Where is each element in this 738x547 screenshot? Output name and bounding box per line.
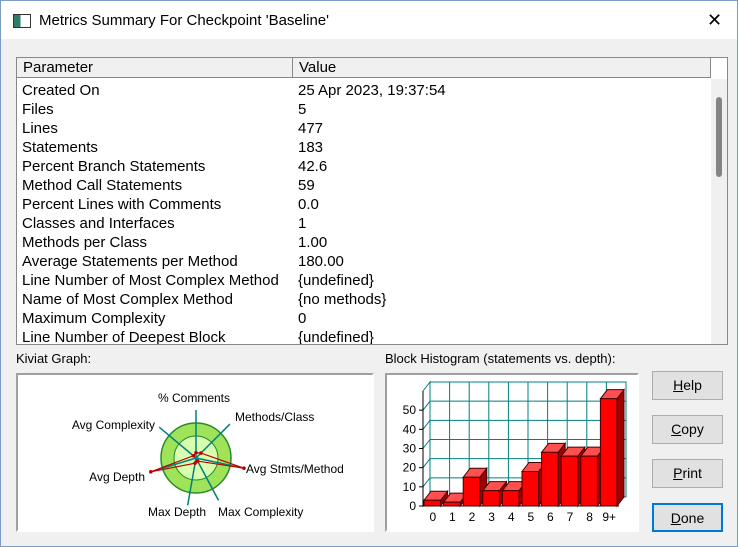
x-tick-label: 8: [586, 510, 593, 524]
grid-line: [422, 419, 626, 430]
kiviat-axis-label: Avg Stmts/Method: [246, 462, 344, 476]
parameter-cell: Methods per Class: [22, 234, 148, 251]
kiviat-spoke: [195, 457, 220, 501]
parameter-cell: Name of Most Complex Method: [22, 291, 233, 308]
y-tick-label: 50: [403, 403, 417, 417]
x-tick-label: 1: [449, 510, 456, 524]
column-header: Value: [293, 58, 711, 78]
kiviat-point: [199, 451, 203, 455]
y-tick-label: 0: [409, 499, 416, 513]
parameter-cell: Statements: [22, 139, 98, 156]
window-icon: [13, 14, 31, 28]
value-cell: {undefined}: [298, 329, 374, 345]
button-label: Done: [670, 510, 705, 526]
kiviat-point: [191, 453, 196, 458]
kiviat-label: Kiviat Graph:: [16, 351, 92, 366]
button-label: Copy: [671, 421, 704, 437]
kiviat-spoke: [158, 426, 197, 459]
dialog-button[interactable]: Done: [652, 503, 723, 532]
histogram-title: Block Histogram (statements vs. depth):: [385, 351, 616, 366]
bar: [541, 451, 559, 507]
x-tick-label: 9+: [602, 510, 616, 524]
grid-line: [422, 400, 626, 411]
value-cell: 477: [298, 120, 324, 137]
kiviat-axis-label: Max Depth: [148, 505, 206, 519]
kiviat-spoke: [186, 457, 197, 506]
bar: [423, 499, 442, 507]
bar-side: [616, 388, 625, 508]
value-cell: 1: [298, 215, 307, 232]
value-cell: 0.0: [298, 196, 319, 213]
y-tick-label: 10: [403, 480, 417, 494]
value-cell: 25 Apr 2023, 19:37:54: [298, 82, 446, 99]
kiviat-point: [149, 470, 153, 474]
button-label: Help: [673, 377, 702, 393]
parameter-cell: Files: [22, 101, 54, 118]
column-header: Parameter: [17, 58, 293, 78]
kiviat-axis-label: % Comments: [158, 391, 230, 405]
x-tick-label: 6: [547, 510, 554, 524]
kiviat-axis-label: Max Complexity: [218, 505, 303, 519]
parameter-cell: Percent Lines with Comments: [22, 196, 222, 213]
parameter-cell: Maximum Complexity: [22, 310, 166, 327]
kiviat-point: [194, 450, 198, 455]
value-cell: 0: [298, 310, 307, 327]
metrics-table: Parameter Value Created On 25 Apr 2023, 19:…: [16, 57, 728, 345]
dialog-button[interactable]: Copy: [652, 415, 723, 444]
scroll-thumb[interactable]: [716, 97, 722, 177]
y-tick-label: 30: [403, 442, 417, 456]
value-cell: {no methods}: [298, 291, 387, 308]
x-tick-label: 3: [488, 510, 495, 524]
x-tick-label: 0: [429, 510, 436, 524]
x-tick-label: 7: [567, 510, 574, 524]
kiviat-point: [193, 461, 197, 465]
parameter-cell: Created On: [22, 82, 100, 99]
kiviat-graph: % Comments Methods/Class Avg Stmts/Method M…: [16, 373, 374, 532]
kiviat-point: [242, 466, 246, 470]
kiviat-axis-label: Avg Depth: [89, 470, 145, 484]
scrollbar[interactable]: [711, 79, 727, 344]
value-cell: {undefined}: [298, 272, 374, 289]
value-cell: 180.00: [298, 253, 344, 270]
x-tick-label: 2: [469, 510, 476, 524]
parameter-cell: Classes and Interfaces: [22, 215, 175, 232]
parameter-cell: Average Statements per Method: [22, 253, 238, 270]
dialog-button[interactable]: Help: [652, 371, 723, 400]
parameter-cell: Line Number of Most Complex Method: [22, 272, 279, 289]
value-cell: 183: [298, 139, 324, 156]
bar: [501, 490, 520, 507]
value-cell: 59: [298, 177, 315, 194]
bar: [580, 455, 598, 507]
bar: [599, 398, 618, 507]
kiviat-axis-label: Methods/Class: [235, 410, 314, 424]
parameter-cell: Line Number of Deepest Block: [22, 329, 226, 345]
bar: [462, 476, 481, 507]
title-bar: Metrics Summary For Checkpoint 'Baseline…: [1, 1, 737, 39]
parameter-cell: Lines: [22, 120, 58, 137]
bar: [521, 471, 540, 507]
dialog-button[interactable]: Print: [652, 459, 723, 488]
value-cell: 42.6: [298, 158, 328, 175]
bar: [443, 501, 461, 507]
bar: [560, 455, 579, 507]
y-tick-label: 20: [403, 461, 417, 475]
grid-line: [422, 439, 626, 449]
kiviat-point: [195, 459, 200, 463]
parameter-cell: Method Call Statements: [22, 177, 183, 194]
close-button[interactable]: ✕: [707, 10, 723, 30]
parameter-cell: Percent Branch Statements: [22, 158, 206, 175]
button-label: Print: [673, 465, 702, 481]
value-cell: 1.00: [298, 234, 328, 251]
window-title: Metrics Summary For Checkpoint 'Baseline…: [39, 12, 329, 29]
y-tick-label: 40: [403, 422, 417, 436]
kiviat-axis-label: Avg Complexity: [72, 418, 155, 432]
value-cell: 5: [298, 101, 307, 118]
x-tick-label: 4: [508, 510, 515, 524]
bar: [482, 490, 500, 507]
x-tick-label: 5: [527, 510, 534, 524]
